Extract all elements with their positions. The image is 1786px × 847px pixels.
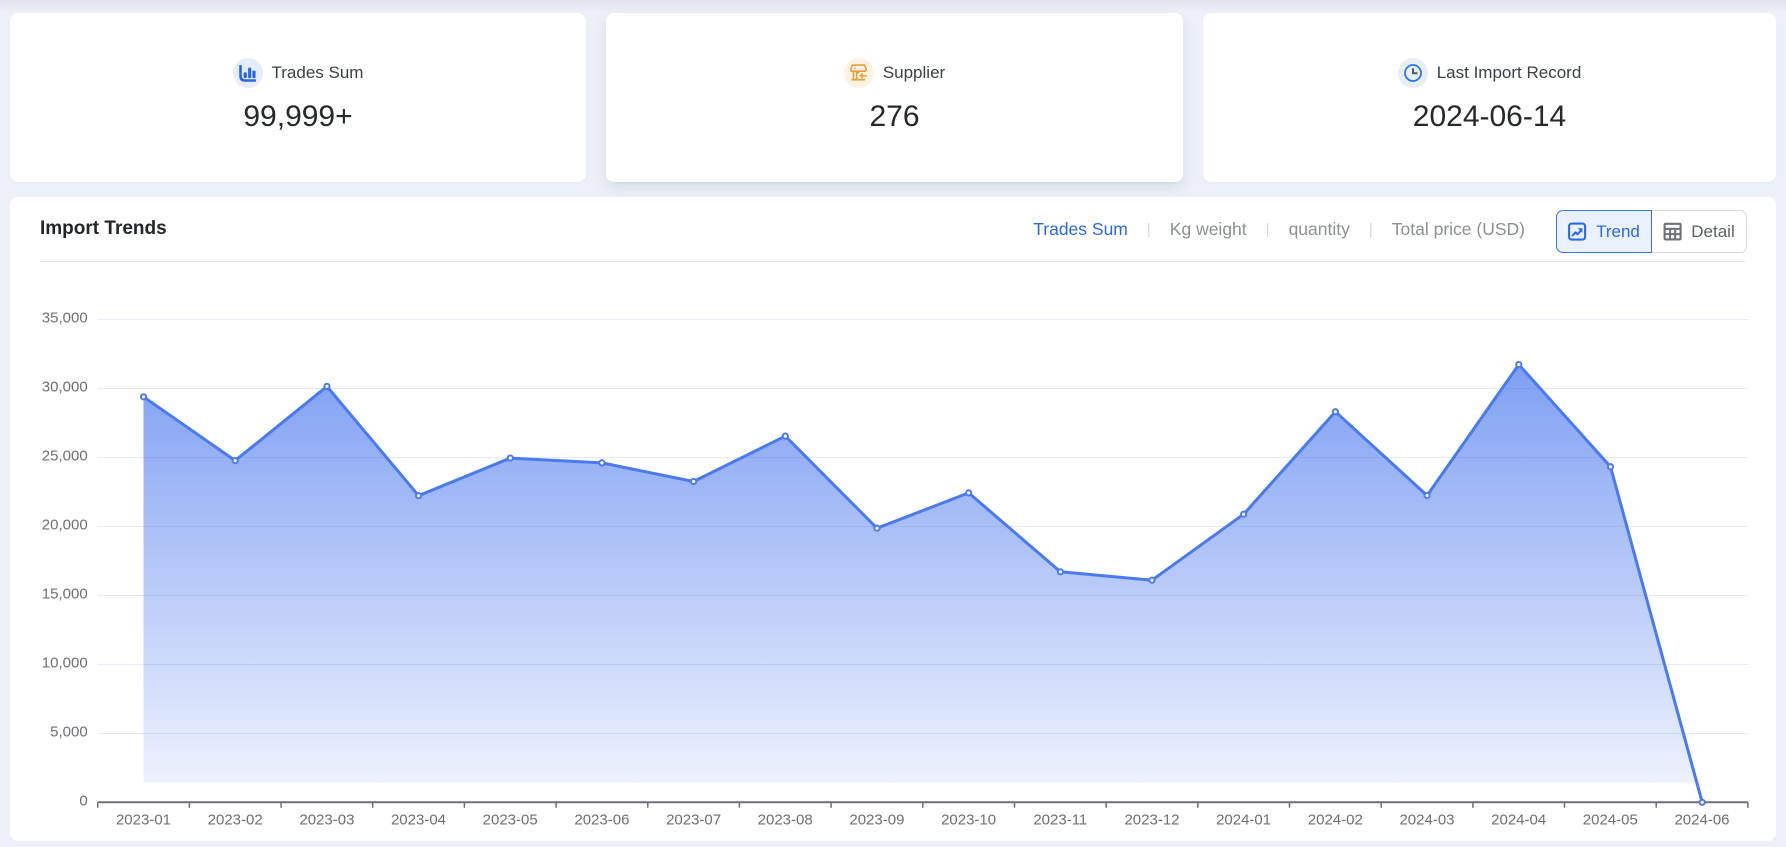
svg-text:2023-03: 2023-03 xyxy=(299,812,354,829)
svg-text:0: 0 xyxy=(79,793,87,810)
svg-text:35,000: 35,000 xyxy=(42,309,88,326)
svg-text:2023-08: 2023-08 xyxy=(758,812,813,829)
svg-text:2024-05: 2024-05 xyxy=(1583,812,1638,829)
svg-text:10,000: 10,000 xyxy=(42,655,88,672)
svg-text:25,000: 25,000 xyxy=(42,447,88,464)
svg-text:2023-09: 2023-09 xyxy=(849,812,904,829)
svg-text:5,000: 5,000 xyxy=(50,724,88,741)
svg-text:2024-02: 2024-02 xyxy=(1308,812,1363,829)
svg-text:15,000: 15,000 xyxy=(42,586,88,603)
svg-text:2023-10: 2023-10 xyxy=(941,812,996,829)
svg-text:2024-06: 2024-06 xyxy=(1674,812,1729,829)
svg-text:2023-12: 2023-12 xyxy=(1124,812,1179,829)
svg-text:2023-11: 2023-11 xyxy=(1033,812,1087,829)
svg-text:20,000: 20,000 xyxy=(42,516,88,533)
svg-text:2023-01: 2023-01 xyxy=(116,812,171,829)
svg-text:2023-07: 2023-07 xyxy=(666,812,721,829)
svg-text:30,000: 30,000 xyxy=(42,378,88,395)
svg-text:2024-04: 2024-04 xyxy=(1491,812,1546,829)
svg-text:2023-06: 2023-06 xyxy=(574,812,629,829)
svg-text:2024-01: 2024-01 xyxy=(1216,812,1271,829)
svg-text:2024-03: 2024-03 xyxy=(1399,812,1454,829)
svg-text:2023-05: 2023-05 xyxy=(483,812,538,829)
svg-text:2023-02: 2023-02 xyxy=(208,812,263,829)
svg-text:2023-04: 2023-04 xyxy=(391,812,446,829)
